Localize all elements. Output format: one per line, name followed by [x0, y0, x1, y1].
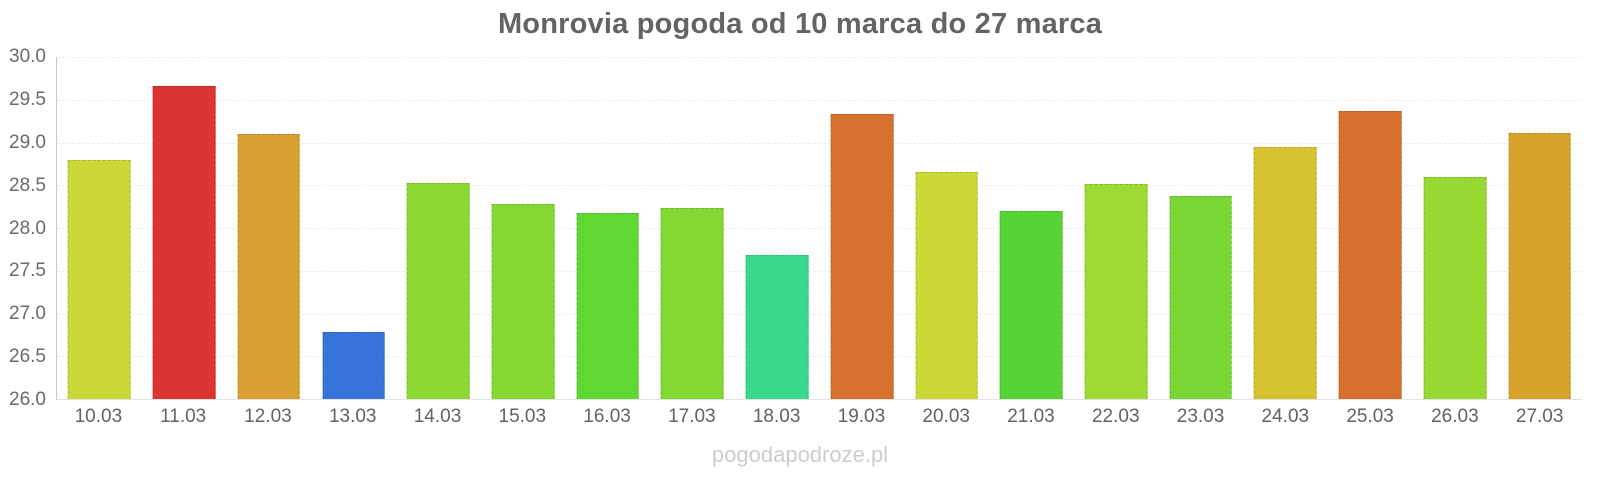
bar-21.03 [999, 210, 1063, 399]
gridline [57, 356, 1582, 358]
bar-slot [481, 57, 566, 399]
bar-slot [142, 57, 227, 399]
bar-16.03 [576, 213, 640, 399]
bar-27.03 [1508, 133, 1571, 399]
bar-slot [1328, 57, 1413, 399]
gridline [57, 313, 1582, 315]
x-tick-label: 14.03 [413, 406, 462, 427]
x-tick-label: 12.03 [244, 406, 292, 427]
bar-12.03 [237, 133, 301, 399]
bar-22.03 [1084, 183, 1148, 399]
gridline [57, 142, 1582, 144]
bar-17.03 [661, 208, 724, 399]
gridline [57, 228, 1582, 229]
bar-slot [396, 57, 481, 399]
bar-slot [989, 57, 1074, 399]
y-axis: 30.0 29.5 29.0 28.5 28.0 27.5 27.0 26.5 26.0 [0, 46, 48, 410]
gridline [57, 270, 1582, 272]
bar-slot [1243, 57, 1328, 399]
gridline [57, 185, 1582, 187]
bar-slot [226, 57, 311, 399]
bar-24.03 [1254, 146, 1317, 399]
gridline [57, 57, 1582, 58]
bar-slot [311, 57, 396, 399]
bar-slot [904, 57, 989, 399]
bar-19.03 [830, 114, 894, 399]
chart-title: Monrovia pogoda od 10 marca do 27 marca [497, 8, 1103, 40]
bar-20.03 [915, 172, 978, 399]
bar-14.03 [406, 182, 470, 399]
bar-slot [819, 57, 904, 399]
x-tick-label: 26.03 [1431, 406, 1479, 427]
y-tick-label: 28.0 [9, 217, 46, 239]
plot-area [56, 57, 1582, 400]
bar-18.03 [745, 254, 809, 399]
x-tick-label: 25.03 [1346, 406, 1394, 427]
y-tick-label: 28.5 [9, 174, 46, 196]
y-tick-label: 26.5 [9, 346, 46, 368]
x-tick-label: 17.03 [668, 406, 716, 427]
y-tick-label: 27.5 [9, 260, 46, 282]
x-tick-label: 11.03 [160, 406, 207, 427]
bar-series [57, 57, 1582, 399]
bar-slot [1074, 57, 1159, 399]
bar-slot [57, 57, 142, 399]
x-tick-label: 22.03 [1091, 406, 1140, 427]
bar-slot [650, 57, 735, 399]
bar-slot [1413, 57, 1498, 399]
bar-slot [1158, 57, 1243, 399]
x-tick-label: 20.03 [922, 406, 970, 427]
y-tick-label: 26.0 [9, 389, 46, 410]
bar-13.03 [322, 332, 385, 399]
gridline [57, 99, 1582, 101]
bar-slot [1497, 57, 1582, 399]
x-tick-label: 21.03 [1007, 406, 1055, 427]
y-tick-label: 27.0 [9, 303, 46, 325]
bar-23.03 [1169, 196, 1233, 399]
x-tick-label: 24.03 [1261, 406, 1310, 427]
bar-15.03 [491, 204, 555, 399]
x-tick-label: 15.03 [498, 406, 547, 427]
x-axis: 10.03 11.03 12.03 13.03 14.03 15.03 16.03 17.03… [56, 406, 1582, 434]
x-tick-label: 16.03 [583, 406, 631, 427]
x-tick-label: 27.03 [1515, 406, 1564, 427]
bar-slot [735, 57, 820, 399]
bar-10.03 [68, 159, 131, 399]
y-tick-label: 29.0 [9, 131, 46, 153]
bar-25.03 [1338, 110, 1402, 399]
x-tick-label: 10.03 [74, 406, 123, 427]
x-tick-label: 18.03 [752, 406, 801, 427]
bar-26.03 [1423, 176, 1487, 399]
x-tick-label: 13.03 [328, 406, 377, 427]
bar-11.03 [152, 86, 216, 399]
y-tick-label: 29.5 [9, 88, 46, 110]
x-tick-label: 19.03 [837, 406, 886, 427]
x-tick-label: 23.03 [1176, 406, 1225, 427]
watermark: pogodapodroze.pl [711, 442, 889, 467]
y-tick-label: 30.0 [9, 46, 46, 67]
bar-slot [565, 57, 650, 399]
